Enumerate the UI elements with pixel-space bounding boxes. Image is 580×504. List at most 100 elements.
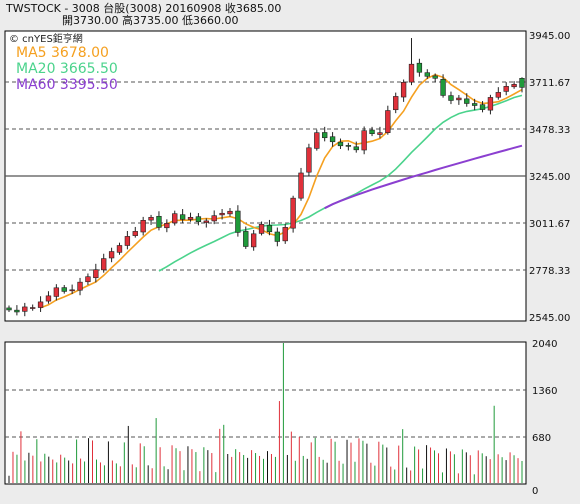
candle [377, 126, 383, 139]
candle [172, 210, 178, 226]
candle-body [345, 145, 352, 147]
candle-body [448, 95, 454, 101]
candle-body [353, 146, 359, 151]
candle-body [377, 132, 383, 135]
candle-body [369, 129, 375, 134]
candle-body [37, 301, 44, 308]
candle-body [116, 245, 123, 253]
candle [93, 263, 99, 283]
candle [322, 126, 328, 142]
candle [195, 213, 202, 226]
candle [511, 81, 517, 89]
candle-body [235, 210, 241, 233]
candle-body [124, 236, 131, 246]
candle [353, 141, 359, 153]
candle [187, 212, 194, 222]
volume-axis: 2040 1360 680 0 [532, 339, 557, 497]
candles [6, 38, 525, 317]
candle-body [479, 104, 486, 110]
candle-body [85, 276, 91, 283]
candle [385, 105, 391, 135]
candle [37, 296, 44, 312]
candle [440, 74, 446, 98]
candle-body [471, 103, 478, 106]
candle-body [440, 79, 446, 96]
price-tick-label: 3011.67 [529, 219, 570, 230]
candle [164, 219, 170, 233]
candle [266, 219, 273, 236]
candle [456, 95, 462, 105]
candle-body [140, 220, 146, 233]
candle [361, 126, 367, 155]
candle [464, 93, 470, 107]
candle-body [53, 287, 60, 297]
candle [503, 82, 509, 96]
candle [290, 195, 296, 233]
candle-body [219, 212, 225, 216]
candle [424, 69, 430, 79]
candle-body [22, 306, 28, 312]
volume-panel [4, 341, 527, 485]
candle [369, 126, 375, 137]
volume-tick-label: 0 [532, 486, 538, 497]
candle [108, 247, 115, 263]
candle-body [290, 197, 296, 229]
volume-tick-label: 1360 [532, 386, 557, 397]
volume-tick-label: 680 [532, 433, 551, 444]
candle-body [227, 210, 233, 215]
candle-body [393, 96, 399, 111]
candle [448, 91, 454, 105]
candle [14, 305, 20, 316]
candle-body [400, 82, 407, 98]
candle-body [14, 309, 20, 313]
candle-body [132, 231, 138, 236]
candle [393, 92, 399, 114]
candle-body [408, 63, 415, 83]
candle-body [282, 227, 288, 242]
candle-body [243, 231, 249, 247]
candle-body [187, 216, 194, 220]
candle [85, 273, 91, 285]
candle [479, 101, 486, 113]
candle-body [432, 75, 438, 79]
candle [495, 87, 501, 100]
candle-body [274, 231, 281, 242]
candle [337, 138, 344, 150]
candle [101, 253, 107, 273]
candle [61, 284, 67, 294]
candle-body [266, 225, 273, 233]
candle-body [156, 215, 162, 228]
candle-body [108, 251, 115, 259]
candle-body [93, 269, 99, 279]
price-axis: 3945.00 3711.67 3478.33 3245.00 3011.67 2778.… [529, 31, 570, 324]
candle-body [337, 141, 344, 147]
candle [329, 132, 336, 147]
candle [30, 304, 36, 311]
candle [314, 129, 320, 151]
candle-body [464, 98, 470, 104]
candle-body [298, 172, 304, 199]
candle [235, 205, 241, 237]
candle-body [322, 132, 328, 139]
candle [140, 216, 146, 236]
candle [258, 221, 265, 236]
candle-body [148, 216, 154, 221]
candle-body [519, 78, 525, 88]
candle [148, 214, 154, 225]
candle-body [179, 214, 186, 220]
legend-ma5: MA5 3678.00 [16, 45, 109, 61]
header-ohlc: 開3730.00 高3735.00 低3660.00 [62, 13, 238, 27]
candle-body [211, 215, 217, 222]
candle [519, 77, 525, 93]
volume-grid [5, 389, 526, 438]
candle [227, 208, 233, 217]
source-label: © cnYES鉅亨網 [9, 32, 83, 45]
candle [116, 242, 123, 255]
candle-body [511, 84, 517, 88]
candle-body [6, 307, 12, 311]
candle [219, 209, 225, 220]
candle-body [487, 97, 494, 111]
price-tick-label: 3478.33 [529, 125, 570, 136]
